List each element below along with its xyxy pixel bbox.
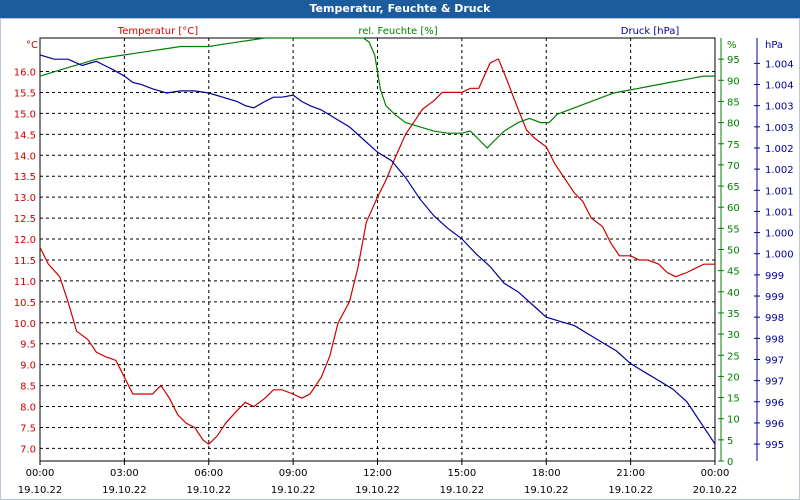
pressure-tick-label: 999 bbox=[765, 292, 784, 303]
series-layer bbox=[39, 37, 716, 445]
time-tick-label: 00:00 bbox=[701, 468, 730, 479]
humidity-tick-label: 70 bbox=[727, 161, 740, 172]
temperature-tick-label: 7.0 bbox=[20, 444, 36, 455]
series-line-temperature bbox=[39, 58, 715, 445]
pressure-tick-label: 997 bbox=[765, 355, 784, 366]
axis-titles: Temperatur [°C] rel. Feuchte [%] Druck [hP… bbox=[117, 26, 680, 37]
time-tick-label: 09:00 bbox=[279, 468, 308, 479]
pressure-tick-label: 998 bbox=[765, 334, 784, 345]
time-tick-label: 03:00 bbox=[110, 468, 139, 479]
time-tick-label: 15:00 bbox=[447, 468, 476, 479]
temperature-tick-label: 12.5 bbox=[14, 214, 36, 225]
time-tick-label: 00:00 bbox=[26, 468, 55, 479]
grid bbox=[39, 37, 716, 462]
temperature-axis: 7.0 7.5 8.0 8.5 9.0 9.5 10.0 10.5 11.0 11.5 12.0 12… bbox=[14, 40, 38, 455]
humidity-tick-label: 90 bbox=[727, 76, 740, 87]
humidity-unit: % bbox=[727, 40, 737, 51]
humidity-axis: 0 5 10 15 20 25 30 35 40 45 50 55 60 65 70 75 80 85 90 95% bbox=[718, 38, 740, 468]
humidity-tick-label: 95 bbox=[727, 55, 740, 66]
humidity-tick-label: 40 bbox=[727, 288, 740, 299]
temperature-tick-label: 15.0 bbox=[14, 109, 36, 120]
pressure-tick-label: 1.000 bbox=[765, 229, 794, 240]
temperature-tick-label: 11.5 bbox=[14, 256, 36, 267]
pressure-tick-label: 1.003 bbox=[765, 102, 794, 113]
temperature-tick-label: 14.5 bbox=[14, 130, 36, 141]
pressure-tick-label: 1.002 bbox=[765, 165, 794, 176]
humidity-tick-label: 20 bbox=[727, 372, 740, 383]
humidity-tick-label: 25 bbox=[727, 351, 740, 362]
series-line-humidity bbox=[39, 37, 715, 149]
pressure-tick-label: 1.002 bbox=[765, 144, 794, 155]
date-tick-label: 19.10.22 bbox=[440, 485, 485, 496]
series-line-pressure bbox=[39, 54, 716, 445]
temperature-tick-label: 10.0 bbox=[14, 319, 36, 330]
humidity-tick-label: 5 bbox=[727, 436, 733, 447]
pressure-axis-title: Druck [hPa] bbox=[621, 26, 680, 37]
pressure-tick-label: 1.003 bbox=[765, 123, 794, 134]
temperature-unit: °C bbox=[26, 40, 38, 51]
humidity-tick-label: 0 bbox=[727, 457, 733, 468]
date-tick-label: 19.10.22 bbox=[18, 485, 63, 496]
temperature-tick-label: 16.0 bbox=[14, 68, 36, 79]
temperature-tick-label: 9.5 bbox=[20, 340, 36, 351]
humidity-tick-label: 60 bbox=[727, 203, 740, 214]
temperature-tick-label: 8.5 bbox=[20, 382, 36, 393]
humidity-tick-label: 65 bbox=[727, 182, 740, 193]
time-tick-label: 18:00 bbox=[532, 468, 561, 479]
temperature-axis-title: Temperatur [°C] bbox=[117, 26, 198, 37]
humidity-tick-label: 50 bbox=[727, 246, 740, 257]
humidity-tick-label: 35 bbox=[727, 309, 740, 320]
time-tick-label: 06:00 bbox=[194, 468, 223, 479]
temperature-tick-label: 13.0 bbox=[14, 193, 36, 204]
pressure-tick-label: 1.004 bbox=[765, 59, 794, 70]
pressure-tick-label: 999 bbox=[765, 271, 784, 282]
pressure-unit: hPa bbox=[765, 40, 783, 51]
temperature-tick-label: 9.0 bbox=[20, 361, 36, 372]
humidity-tick-label: 10 bbox=[727, 415, 740, 426]
pressure-axis: 995 996 996 997 997 998 998 999 999 1.000 1.000 1.0… bbox=[754, 38, 794, 461]
date-tick-label: 19.10.22 bbox=[102, 485, 147, 496]
humidity-tick-label: 80 bbox=[727, 119, 740, 130]
humidity-tick-label: 45 bbox=[727, 267, 740, 278]
pressure-tick-label: 996 bbox=[765, 419, 784, 430]
humidity-axis-title: rel. Feuchte [%] bbox=[358, 26, 437, 37]
humidity-tick-label: 55 bbox=[727, 224, 740, 235]
temperature-tick-label: 8.0 bbox=[20, 403, 36, 414]
temperature-tick-label: 14.0 bbox=[14, 151, 36, 162]
date-tick-label: 19.10.22 bbox=[271, 485, 316, 496]
date-tick-label: 20.10.22 bbox=[693, 485, 738, 496]
humidity-tick-label: 30 bbox=[727, 330, 740, 341]
temperature-tick-label: 13.5 bbox=[14, 172, 36, 183]
pressure-tick-label: 998 bbox=[765, 313, 784, 324]
time-tick-label: 21:00 bbox=[616, 468, 645, 479]
pressure-tick-label: 996 bbox=[765, 398, 784, 409]
window-title: Temperatur, Feuchte & Druck bbox=[0, 0, 800, 18]
time-tick-label: 12:00 bbox=[363, 468, 392, 479]
humidity-tick-label: 85 bbox=[727, 97, 740, 108]
temperature-tick-label: 12.0 bbox=[14, 235, 36, 246]
pressure-tick-label: 1.001 bbox=[765, 207, 794, 218]
humidity-tick-label: 75 bbox=[727, 140, 740, 151]
pressure-tick-label: 1.001 bbox=[765, 186, 794, 197]
humidity-tick-label: 15 bbox=[727, 394, 740, 405]
date-tick-label: 19.10.22 bbox=[355, 485, 400, 496]
temperature-tick-label: 11.0 bbox=[14, 277, 36, 288]
time-axis: 00:00 19.10.22 03:00 19.10.22 06:00 19.10.22 0… bbox=[18, 461, 738, 496]
date-tick-label: 19.10.22 bbox=[524, 485, 569, 496]
temperature-tick-label: 7.5 bbox=[20, 423, 36, 434]
pressure-tick-label: 997 bbox=[765, 377, 784, 388]
pressure-tick-label: 1.004 bbox=[765, 81, 794, 92]
temperature-tick-label: 15.5 bbox=[14, 88, 36, 99]
date-tick-label: 19.10.22 bbox=[608, 485, 653, 496]
pressure-tick-label: 995 bbox=[765, 440, 784, 451]
date-tick-label: 19.10.22 bbox=[186, 485, 231, 496]
temperature-tick-label: 10.5 bbox=[14, 298, 36, 309]
pressure-tick-label: 1.000 bbox=[765, 250, 794, 261]
